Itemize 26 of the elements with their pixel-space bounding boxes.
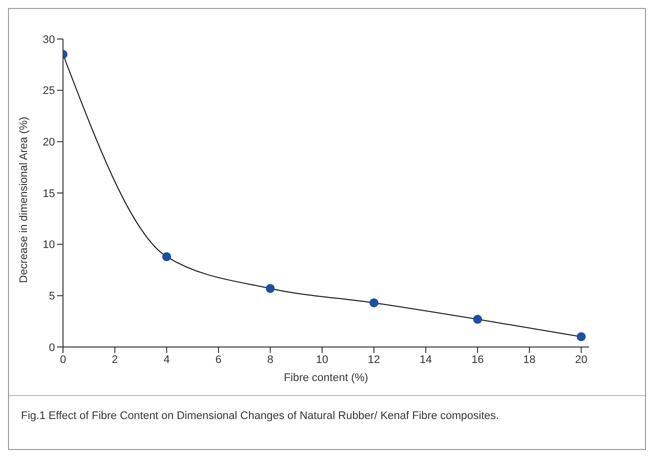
- x-tick-label: 16: [471, 354, 484, 366]
- point: [576, 332, 586, 342]
- x-tick-label: 18: [523, 354, 536, 366]
- point: [162, 252, 172, 262]
- x-tick-label: 14: [420, 354, 432, 366]
- y-tick-label: 5: [48, 290, 55, 303]
- x-tick-label: 4: [164, 354, 170, 366]
- caption: Fig.1 Effect of Fibre Content on Dimensional Changes of Natural Rubber/ Kenaf Fibre composites.: [21, 410, 500, 422]
- x-tick-label: 12: [368, 354, 380, 366]
- y-tick-label: 0: [48, 342, 55, 354]
- y-tick-label: 10: [42, 239, 55, 252]
- x-tick-label: 10: [316, 354, 328, 366]
- x-tick-label: 20: [575, 354, 588, 366]
- y-tick-label: 25: [42, 85, 55, 98]
- x-tick-label: 8: [267, 354, 274, 366]
- point: [473, 314, 482, 324]
- x-axis-title: Fibre content (%): [284, 372, 368, 384]
- y-tick-label: 15: [42, 188, 55, 200]
- x-tick-label: 2: [112, 354, 118, 366]
- x-tick-label: 0: [60, 354, 66, 366]
- x-tick-label: 6: [215, 354, 222, 366]
- y-tick-label: 20: [42, 136, 55, 149]
- point: [369, 298, 378, 308]
- y-axis-title: Decrease in dimensional Area (%): [18, 116, 30, 283]
- point: [266, 284, 275, 293]
- y-tick-label: 30: [42, 34, 55, 46]
